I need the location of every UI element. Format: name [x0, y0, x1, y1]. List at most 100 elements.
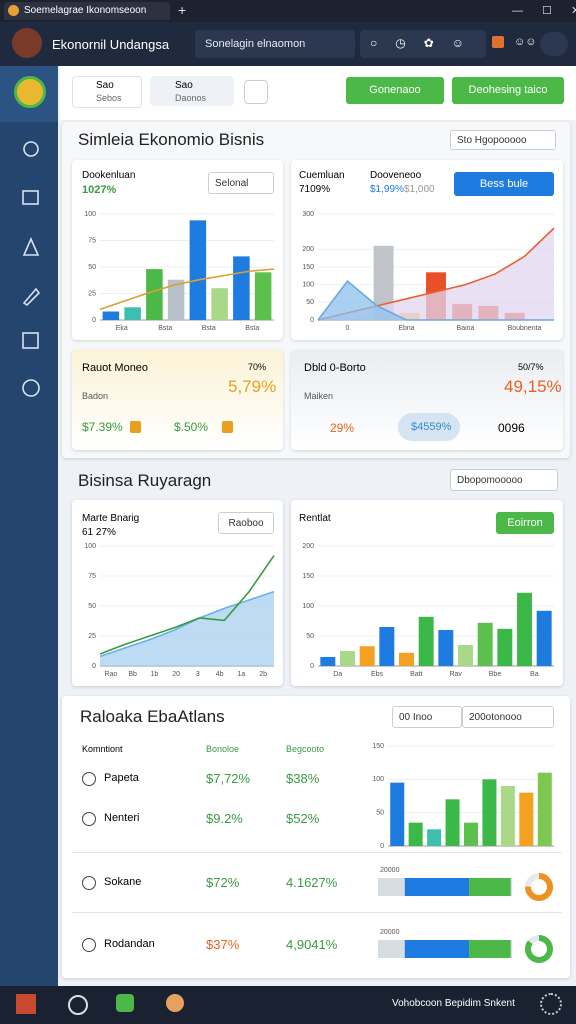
dropdown[interactable]: 00 Inoo	[392, 706, 462, 728]
taskbar-text: Vohobcoon Bepidim Snkent	[392, 998, 515, 1009]
primary-button[interactable]: Deohesing taico	[452, 77, 564, 104]
window-controls[interactable]: — ☐ ✕	[512, 5, 576, 17]
taskbar-icon[interactable]	[68, 995, 88, 1015]
kpi-label: Maiken	[304, 391, 334, 401]
user-chip[interactable]	[72, 76, 142, 108]
progress-area: 20000 20000	[378, 867, 553, 963]
card-subvalue: $1,000	[404, 184, 435, 195]
dropdown[interactable]: Dbopomooooo	[450, 469, 558, 491]
user-name: Sao	[175, 80, 193, 91]
card-value: 1027%	[82, 184, 117, 196]
bar	[482, 779, 497, 846]
dropdown[interactable]: Sto Hgopooooo	[450, 130, 556, 150]
kpi-icon	[130, 421, 141, 433]
progress-bar	[404, 940, 470, 958]
bar	[359, 646, 375, 666]
progress-label: 20000	[380, 867, 400, 874]
taskbar-icon[interactable]	[166, 994, 184, 1012]
search-text: Sonelagin elnaomon	[205, 38, 306, 50]
x-tick-label: Ebs	[371, 671, 384, 678]
card-button[interactable]: Eoirron	[496, 512, 554, 534]
card-value: 7109%	[299, 184, 331, 195]
taskbar-icon[interactable]	[116, 994, 134, 1012]
kpi-corner: 70%	[248, 362, 267, 372]
y-tick-label: 0	[310, 663, 314, 670]
card-button[interactable]: Bess bule	[454, 172, 554, 196]
donut	[525, 873, 553, 901]
row-value: $38%	[286, 771, 320, 786]
bar	[167, 279, 185, 320]
user-sub: Sebos	[96, 93, 122, 103]
bar	[189, 220, 207, 320]
x-tick-label: Bb	[128, 671, 137, 678]
bar	[418, 616, 434, 666]
primary-button[interactable]: Gonenaoo	[346, 77, 444, 104]
user-chip[interactable]	[150, 76, 234, 106]
divider	[72, 852, 562, 853]
bar	[537, 772, 552, 846]
row-value: $7,72%	[206, 771, 251, 786]
taskbar-icon[interactable]	[16, 994, 36, 1014]
divider	[72, 912, 562, 913]
bar	[517, 592, 532, 666]
area	[318, 228, 554, 320]
bar	[379, 627, 395, 666]
header-menu[interactable]: ☺☺	[514, 36, 537, 48]
bar	[102, 311, 120, 320]
new-tab[interactable]: +	[178, 2, 187, 18]
bar	[438, 630, 454, 666]
table-header: Begcooto	[286, 744, 325, 754]
header-icons[interactable]	[360, 30, 486, 58]
card-value: 61 27%	[82, 527, 116, 538]
kpi-item: $4559%	[411, 421, 452, 433]
row-icon	[82, 938, 96, 952]
nav-icon[interactable]	[22, 379, 40, 397]
nav-icon[interactable]	[22, 190, 39, 205]
nav-icon[interactable]	[23, 141, 39, 157]
app-name: Ekonornil Undangsa	[52, 37, 170, 52]
table-header: Komntiont	[82, 744, 123, 754]
kpi-pill	[398, 413, 460, 441]
search-box[interactable]	[195, 30, 355, 58]
combo-chart: 0 50 100 150 200 300 0 Ebna Baina Boubnenta	[302, 211, 555, 332]
x-tick-label: Da	[333, 671, 342, 678]
bar	[124, 307, 141, 320]
nav-icon[interactable]	[22, 332, 39, 349]
card-subvalue: $1,99%	[370, 184, 404, 195]
bar	[427, 829, 442, 846]
sidebar-logo[interactable]	[14, 76, 46, 108]
dropdown[interactable]: 200otonooo	[462, 706, 554, 728]
row-value: $52%	[286, 811, 320, 826]
progress-bar	[469, 878, 511, 896]
y-tick-label: 0	[310, 317, 314, 324]
settings-icon[interactable]	[540, 993, 562, 1015]
card-button[interactable]: Raoboo	[218, 512, 274, 534]
area	[318, 281, 554, 320]
kpi-item: 29%	[330, 421, 355, 435]
y-tick-label: 200	[302, 246, 314, 253]
bar	[408, 822, 423, 846]
progress-bar	[469, 940, 511, 958]
bar	[340, 651, 355, 666]
lock-button[interactable]	[244, 80, 268, 104]
card-title: Dookenluan	[82, 170, 136, 181]
nav-icon[interactable]	[22, 287, 41, 307]
bar	[233, 256, 250, 320]
header-toggle[interactable]	[540, 32, 568, 56]
y-tick-label: 50	[376, 810, 384, 817]
card-title: Cuemluan	[299, 170, 345, 181]
x-tick-label: Bsta	[245, 325, 259, 332]
header-avatar[interactable]	[492, 36, 504, 48]
kpi-title: Dbld 0-Borto	[304, 362, 366, 374]
row-value: $72%	[206, 875, 240, 890]
y-tick-label: 100	[302, 282, 314, 289]
y-tick-label: 0	[380, 843, 384, 850]
dropdown[interactable]: Selonal	[208, 172, 274, 194]
row-name: Rodandan	[104, 938, 155, 950]
nav-icon[interactable]	[22, 237, 40, 256]
line	[99, 555, 275, 655]
tab-icon	[8, 5, 19, 16]
bar	[390, 782, 405, 846]
browser-tab[interactable]	[4, 2, 170, 20]
row-icon	[82, 876, 96, 890]
